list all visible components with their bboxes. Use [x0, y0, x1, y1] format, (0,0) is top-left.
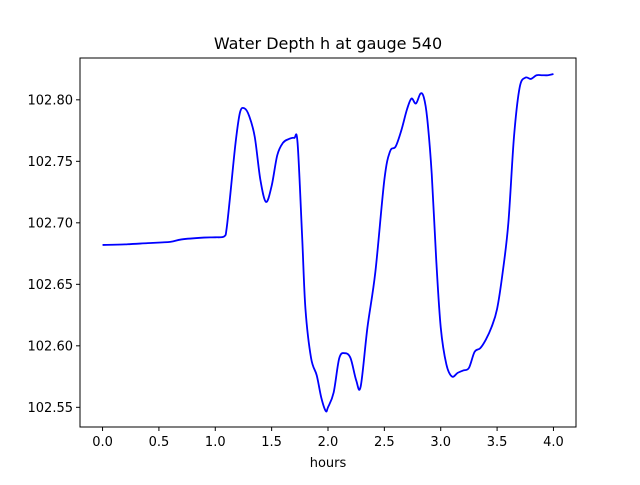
x-tick-label: 2.0 — [318, 435, 339, 450]
x-tick-label: 3.0 — [430, 435, 451, 450]
x-axis-label: hours — [310, 456, 347, 471]
y-tick-label: 102.60 — [28, 339, 74, 354]
series-line-0 — [102, 73, 554, 413]
x-tick-label: 3.5 — [487, 435, 508, 450]
y-tick-label: 102.55 — [28, 401, 74, 416]
x-tick-label: 1.0 — [205, 435, 226, 450]
plot-frame — [79, 57, 577, 428]
x-tick-label: 0.5 — [149, 435, 170, 450]
y-tick-label: 102.75 — [28, 155, 74, 170]
x-tick-label: 1.5 — [261, 435, 282, 450]
y-axis: 102.55 102.60 102.65 102.70 102.75 102.80 — [28, 93, 80, 416]
x-tick-label: 2.5 — [374, 435, 395, 450]
series-layer — [102, 73, 554, 413]
x-tick-label: 4.0 — [543, 435, 564, 450]
x-tick-label: 0.0 — [92, 435, 113, 450]
y-tick-label: 102.80 — [28, 93, 74, 108]
y-tick-label: 102.70 — [28, 216, 74, 231]
chart-title: Water Depth h at gauge 540 — [214, 34, 442, 53]
x-axis: 0.0 0.5 1.0 1.5 2.0 2.5 3.0 3.5 4.0 — [92, 427, 564, 450]
y-tick-label: 102.65 — [28, 278, 74, 293]
